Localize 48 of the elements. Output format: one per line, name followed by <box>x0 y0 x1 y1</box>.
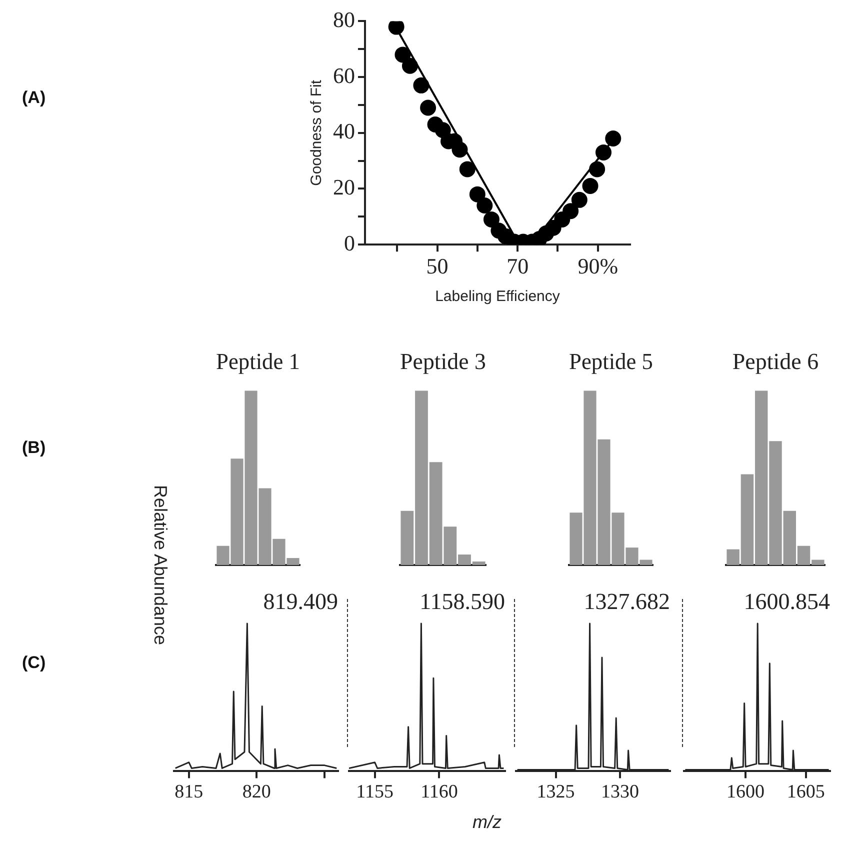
point <box>605 130 622 146</box>
x-tick-label: 1160 <box>420 782 458 803</box>
x-tick-label: 50 <box>426 254 448 279</box>
x-tick-label: 1325 <box>536 782 575 803</box>
chart-title: Peptide 6 <box>732 348 819 374</box>
point <box>476 198 493 214</box>
y-axis-title: Goodness of Fit <box>308 79 326 186</box>
x-tick-label: 1330 <box>600 782 639 803</box>
point <box>420 100 436 116</box>
point <box>571 192 588 208</box>
x-tick-label: 815 <box>174 782 204 803</box>
point <box>413 77 430 94</box>
x-tick-label: 70 <box>506 254 529 279</box>
y-axis-title: Relative Abundance <box>150 484 170 646</box>
chart-title: 1600.854 <box>744 588 830 614</box>
point <box>459 161 476 178</box>
text: (C) <box>22 653 46 673</box>
point <box>402 58 418 74</box>
point <box>582 178 598 194</box>
point <box>562 203 579 220</box>
point <box>483 211 500 228</box>
y-tick-label: 20 <box>333 174 355 200</box>
x-tick-label: 820 <box>242 782 271 803</box>
point <box>452 142 468 158</box>
y-tick-label: 60 <box>333 62 355 88</box>
x-tick-label: 1605 <box>786 782 825 803</box>
point <box>434 122 451 138</box>
y-tick-label: 80 <box>333 6 355 32</box>
chart-title: Peptide 1 <box>216 348 300 374</box>
text: (A) <box>22 88 46 108</box>
point <box>394 46 411 63</box>
chart-title: 1327.682 <box>584 588 670 614</box>
point <box>469 186 486 202</box>
text: (B) <box>22 438 46 458</box>
x-tick-label: 1155 <box>356 782 394 803</box>
y-tick-label: 40 <box>333 118 355 144</box>
point <box>596 144 612 160</box>
point <box>589 161 606 178</box>
chart-title: 1158.590 <box>420 588 505 614</box>
x-axis-title: Labeling Efficiency <box>435 288 560 306</box>
chart-title: Peptide 3 <box>400 348 486 374</box>
chart-title: 819.409 <box>263 588 338 614</box>
x-tick-label: 90% <box>578 254 618 279</box>
x-axis-title: m/z <box>472 812 502 833</box>
point <box>388 21 404 35</box>
x-tick-label: 1600 <box>726 782 765 803</box>
y-tick-label: 0 <box>344 230 355 256</box>
chart-title: Peptide 5 <box>569 348 653 374</box>
